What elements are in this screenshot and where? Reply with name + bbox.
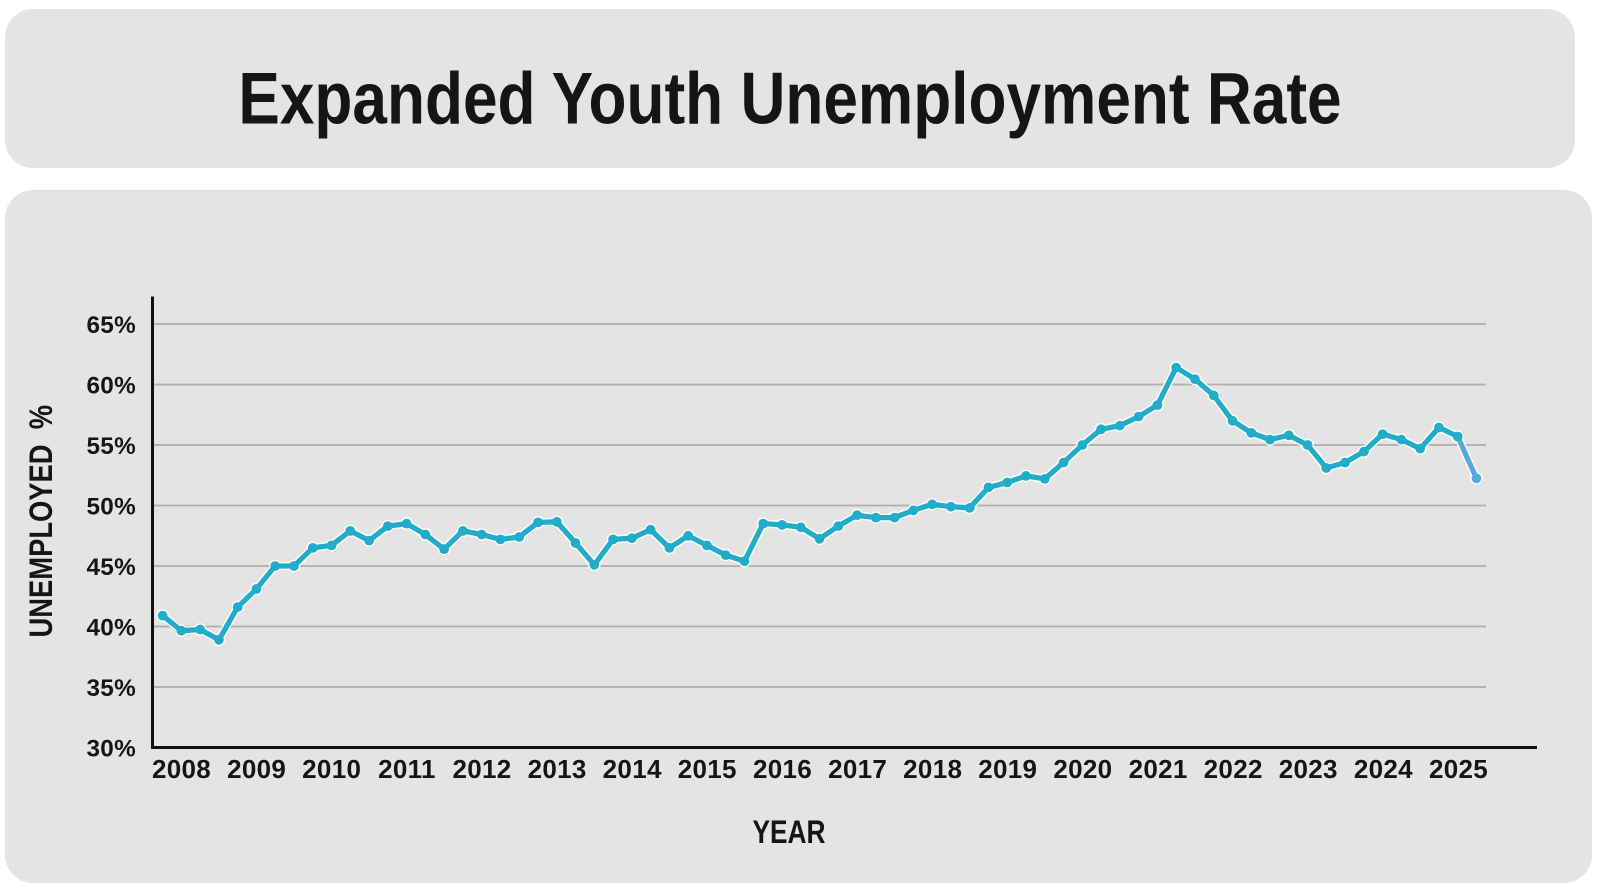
svg-text:2017: 2017 bbox=[828, 754, 887, 784]
svg-text:35%: 35% bbox=[86, 675, 136, 702]
svg-text:55%: 55% bbox=[86, 433, 136, 460]
svg-text:2025: 2025 bbox=[1429, 754, 1488, 784]
svg-text:2016: 2016 bbox=[753, 754, 812, 784]
svg-text:2018: 2018 bbox=[903, 754, 962, 784]
svg-text:2009: 2009 bbox=[227, 754, 286, 784]
svg-text:40%: 40% bbox=[86, 615, 136, 642]
svg-text:2012: 2012 bbox=[452, 754, 511, 784]
svg-text:2011: 2011 bbox=[378, 754, 436, 784]
svg-text:30%: 30% bbox=[86, 736, 136, 763]
svg-text:2024: 2024 bbox=[1354, 754, 1413, 784]
svg-text:2015: 2015 bbox=[678, 754, 737, 784]
svg-text:60%: 60% bbox=[86, 373, 136, 400]
svg-text:UNEMPLOYED %: UNEMPLOYED % bbox=[24, 405, 60, 638]
svg-text:2022: 2022 bbox=[1204, 754, 1263, 784]
svg-text:2021: 2021 bbox=[1129, 754, 1188, 784]
svg-text:45%: 45% bbox=[86, 554, 136, 581]
svg-text:2013: 2013 bbox=[528, 754, 587, 784]
svg-text:50%: 50% bbox=[86, 494, 136, 521]
svg-text:2008: 2008 bbox=[152, 754, 211, 784]
svg-text:Expanded Youth Unemployment Ra: Expanded Youth Unemployment Rate bbox=[238, 59, 1341, 140]
svg-text:2020: 2020 bbox=[1053, 754, 1112, 784]
svg-text:2019: 2019 bbox=[978, 754, 1037, 784]
svg-text:YEAR: YEAR bbox=[752, 814, 825, 850]
svg-text:2010: 2010 bbox=[302, 754, 361, 784]
svg-text:2023: 2023 bbox=[1279, 754, 1338, 784]
svg-text:2014: 2014 bbox=[603, 754, 662, 784]
svg-text:65%: 65% bbox=[86, 312, 136, 339]
